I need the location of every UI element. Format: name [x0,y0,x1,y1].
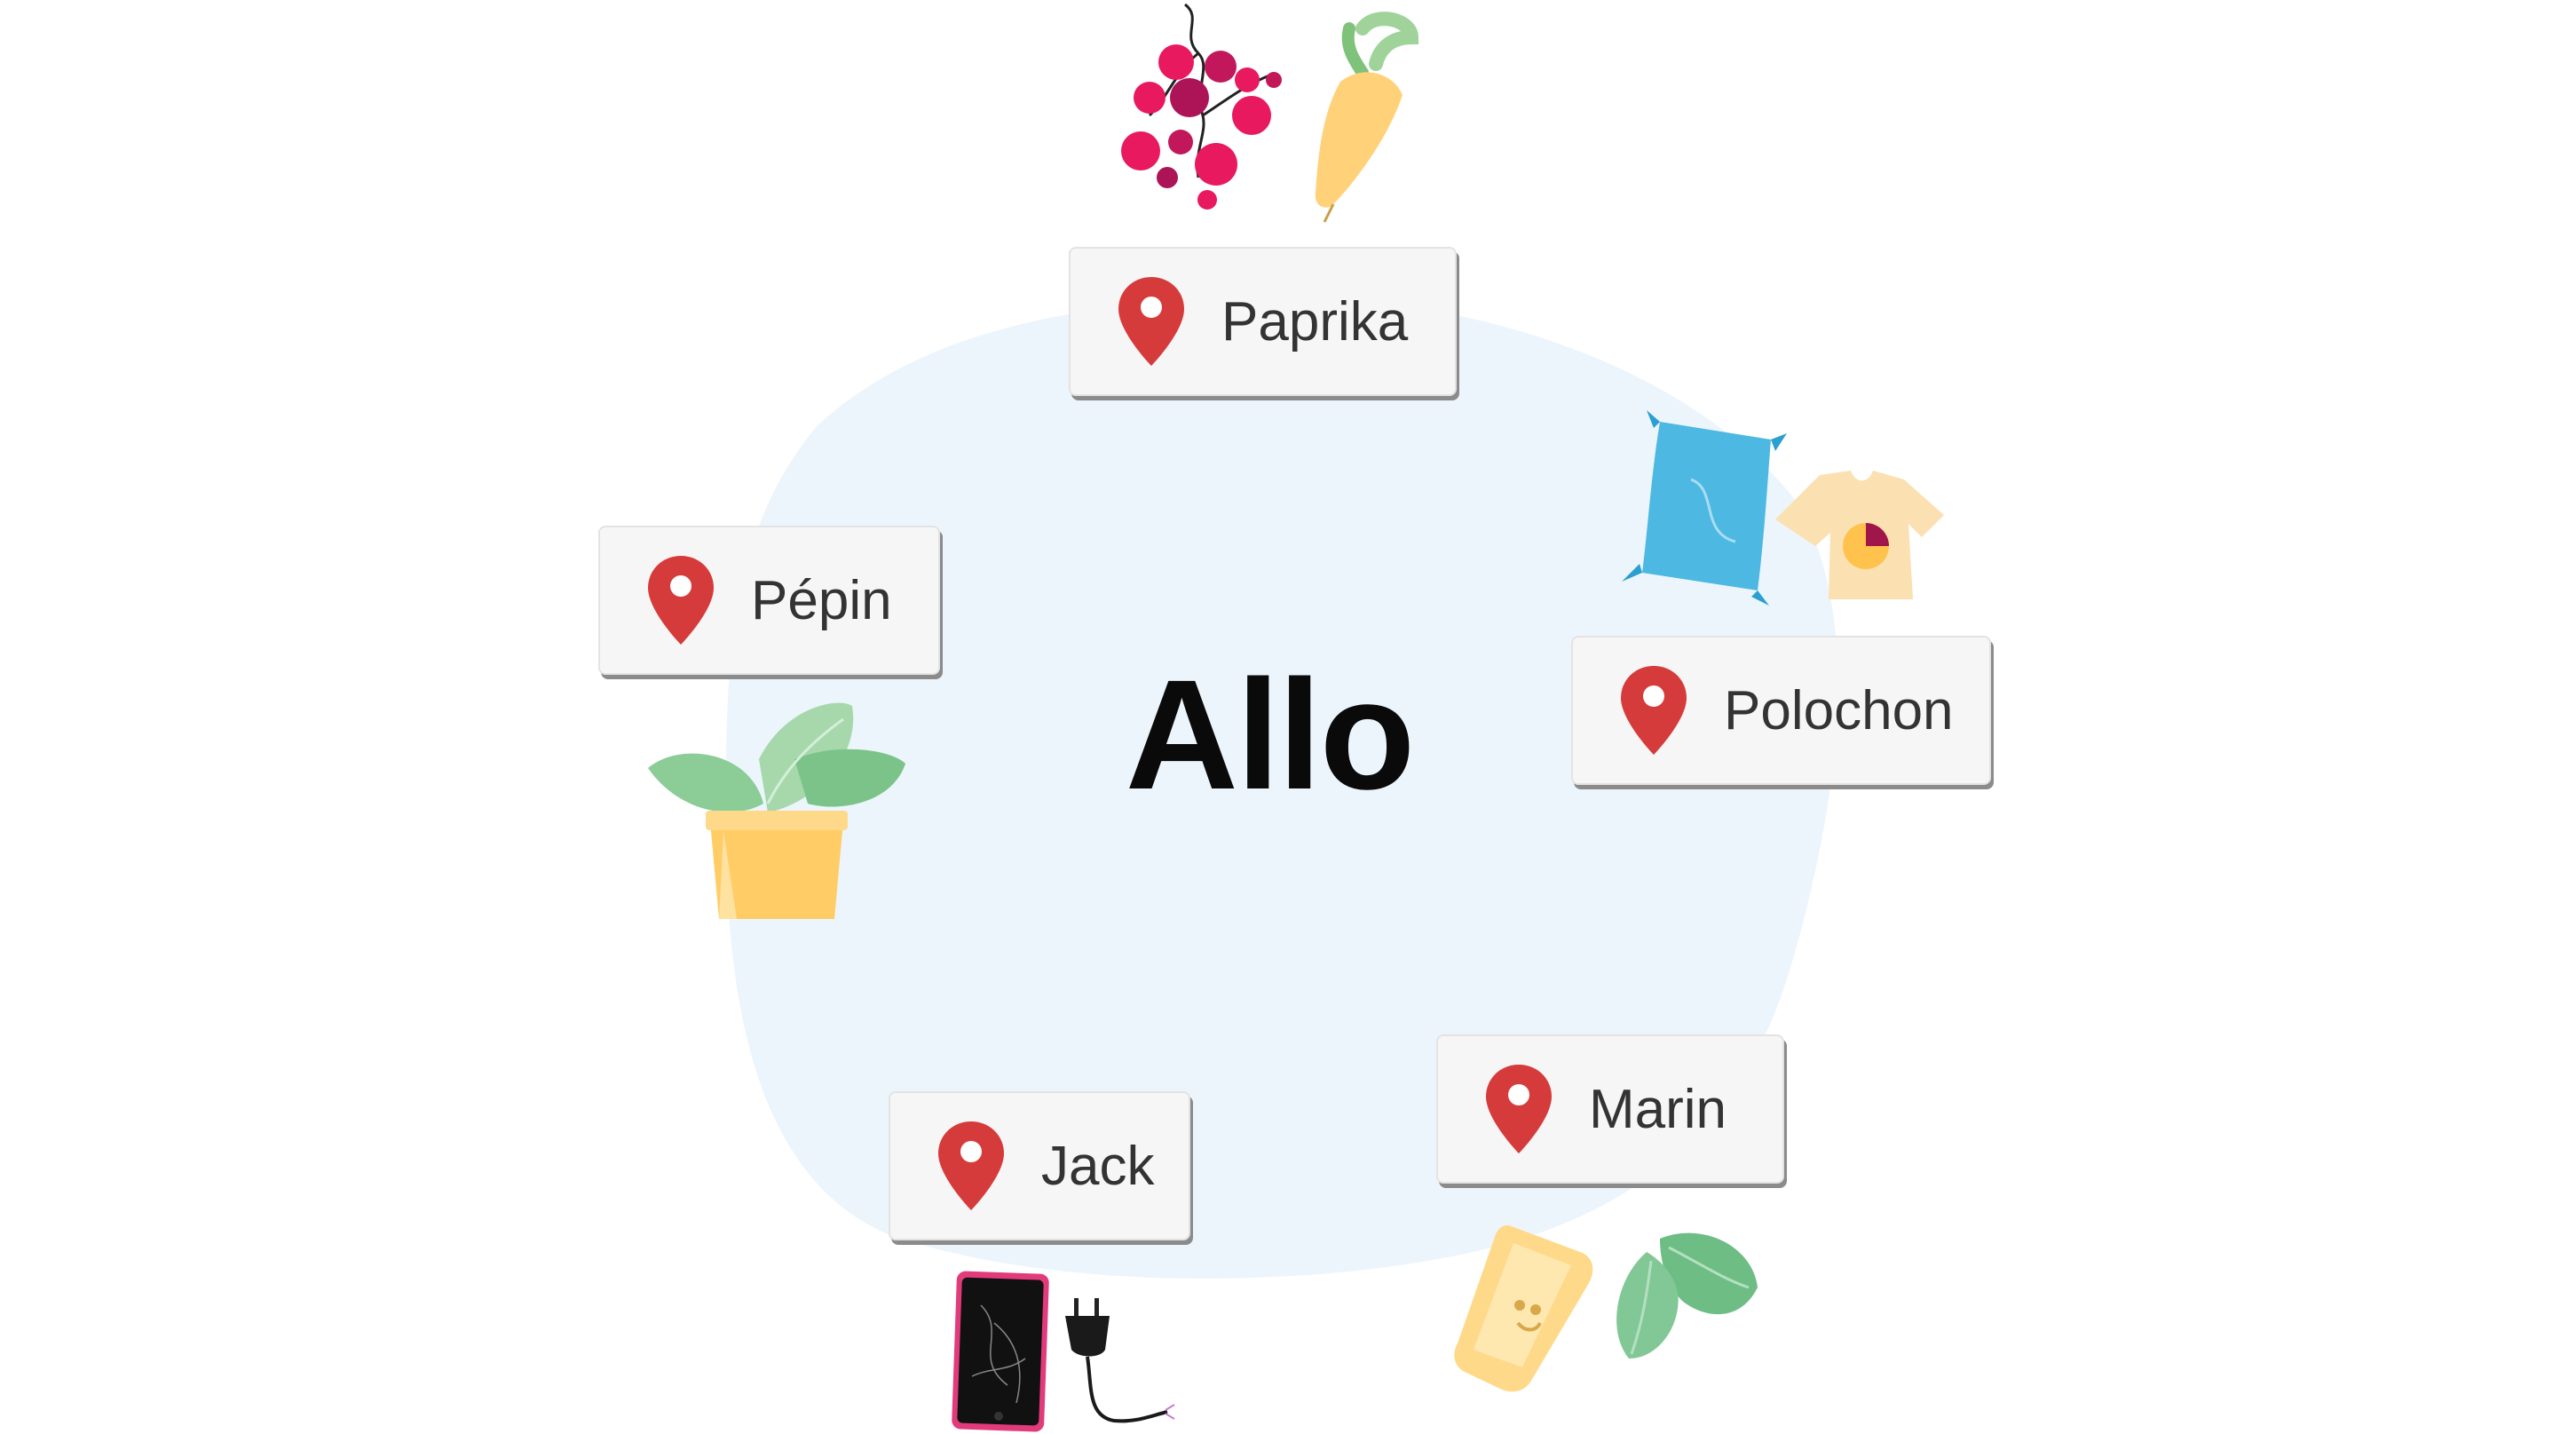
berries-icon [1121,3,1282,210]
plug-icon [1065,1298,1175,1423]
map-pin-icon [1118,277,1184,366]
location-label-polochon: Polochon [1724,679,1954,741]
location-label-pepin: Pépin [751,569,892,631]
soap-icon [1454,1224,1593,1392]
location-label-marin: Marin [1589,1078,1727,1140]
location-label-jack: Jack [1041,1135,1155,1197]
map-pin-icon [1486,1065,1552,1153]
pillow-icon [1622,410,1787,606]
map-pin-icon [1621,666,1687,755]
carrot-icon [1315,12,1419,223]
tshirt-icon [1775,471,1944,599]
potted-plant-icon [648,702,905,919]
page-title: Allo [1125,648,1415,822]
smartphone-icon [952,1271,1049,1432]
map-pin-icon [938,1121,1004,1210]
leaves-icon [1616,1232,1758,1359]
map-pin-icon [648,556,714,645]
location-card-marin: Marin [1436,1034,1784,1184]
location-label-paprika: Paprika [1221,290,1409,353]
location-card-polochon: Polochon [1571,636,1991,785]
location-card-jack: Jack [889,1091,1190,1240]
location-card-pepin: Pépin [598,526,940,675]
location-card-paprika: Paprika [1069,247,1457,396]
